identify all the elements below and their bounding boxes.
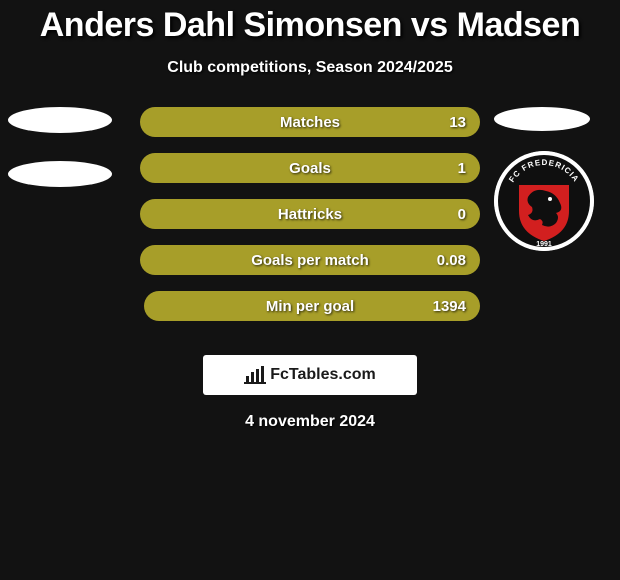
- date-label: 4 november 2024: [0, 413, 620, 431]
- stat-bars: Matches 13 Goals 1 Hattricks 0 Goals per…: [140, 107, 480, 337]
- stat-value: 13: [449, 107, 466, 137]
- left-player-col: [8, 107, 112, 187]
- stat-value: 0.08: [437, 245, 466, 275]
- fc-fredericia-logo-icon: FC FREDERICIA 1991: [494, 151, 594, 251]
- fctables-logo: FcTables.com: [244, 366, 376, 384]
- right-player-col: FC FREDERICIA 1991: [494, 107, 604, 251]
- stat-bar: [144, 291, 480, 321]
- team-logo: FC FREDERICIA 1991: [494, 151, 594, 251]
- stats-area: Matches 13 Goals 1 Hattricks 0 Goals per…: [0, 107, 620, 337]
- comparison-infographic: Anders Dahl Simonsen vs Madsen Club comp…: [0, 0, 620, 580]
- stat-value: 1394: [433, 291, 466, 321]
- stat-bar: [140, 107, 480, 137]
- stat-value: 0: [458, 199, 466, 229]
- subtitle: Club competitions, Season 2024/2025: [0, 59, 620, 77]
- source-badge: FcTables.com: [203, 355, 417, 395]
- source-brand-text: FcTables.com: [270, 366, 376, 384]
- stat-row-goals: Goals 1: [140, 153, 480, 183]
- stat-bar: [140, 153, 480, 183]
- stat-row-min-per-goal: Min per goal 1394: [140, 291, 480, 321]
- page-title: Anders Dahl Simonsen vs Madsen: [0, 6, 620, 45]
- placeholder-ellipse: [8, 161, 112, 187]
- stat-row-hattricks: Hattricks 0: [140, 199, 480, 229]
- placeholder-ellipse: [8, 107, 112, 133]
- stat-bar: [140, 199, 480, 229]
- bar-chart-icon: [244, 366, 266, 384]
- stat-value: 1: [458, 153, 466, 183]
- placeholder-ellipse: [494, 107, 590, 131]
- svg-text:1991: 1991: [536, 241, 552, 248]
- stat-bar: [140, 245, 480, 275]
- stat-row-goals-per-match: Goals per match 0.08: [140, 245, 480, 275]
- stat-row-matches: Matches 13: [140, 107, 480, 137]
